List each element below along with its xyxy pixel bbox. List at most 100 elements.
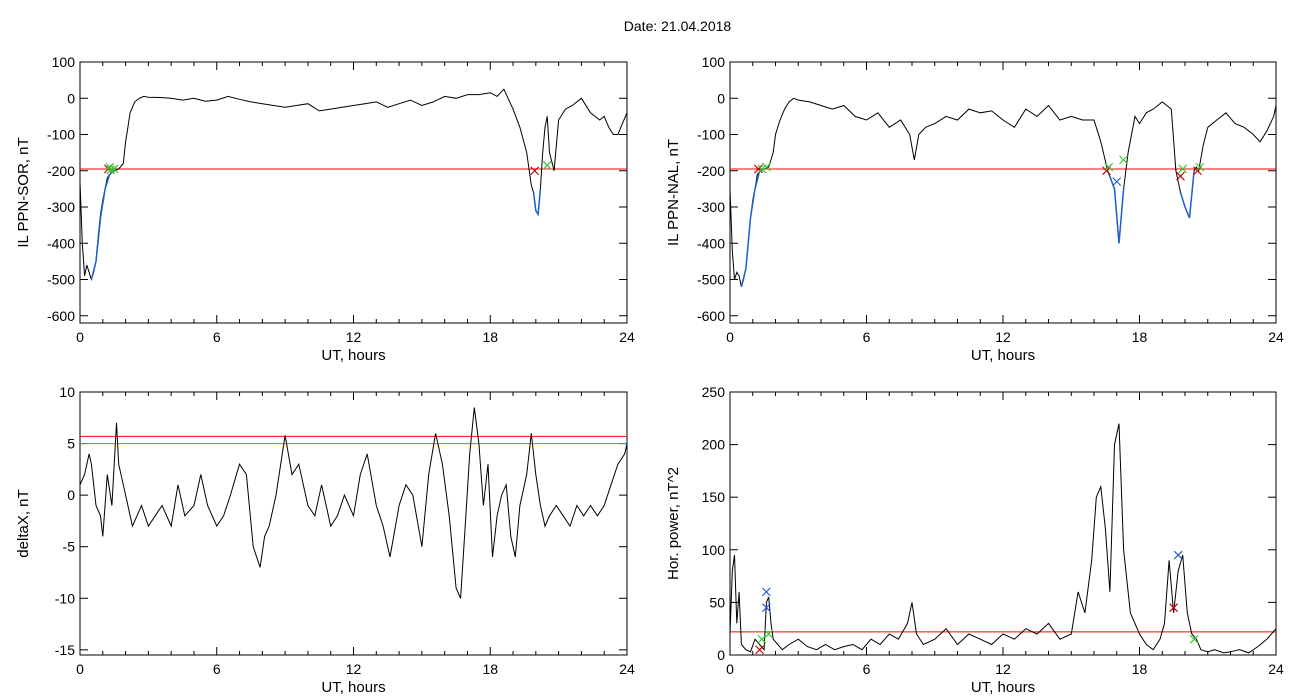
x-marker (764, 629, 774, 639)
x-tick-label: 0 (76, 661, 84, 677)
x-tick-label: 12 (346, 661, 362, 677)
x-marker (1112, 177, 1122, 187)
y-tick-label: -300 (47, 199, 75, 215)
y-tick-label: 10 (59, 384, 75, 400)
highlight-segment (1106, 170, 1125, 244)
x-marker (1176, 171, 1185, 181)
y-tick-label: -200 (697, 163, 725, 179)
x-tick-label: 24 (1268, 329, 1284, 345)
x-tick-label: 18 (482, 329, 498, 345)
y-axis-label: IL PPN-NAL, nT (665, 139, 682, 246)
x-axis-label: UT, hours (321, 347, 385, 364)
x-marker (754, 164, 763, 174)
chart-sor: 0 6 12 18 24 100 0 -100 -200 -300 -400 -500 -600 UT, … (15, 54, 635, 364)
x-marker (761, 603, 771, 613)
plot-frame (79, 391, 628, 656)
highlight-segment (740, 168, 765, 287)
y-tick-label: -200 (47, 163, 75, 179)
series-line (730, 97, 1276, 287)
plot-frame (729, 61, 1277, 324)
y-tick-label: -5 (63, 539, 76, 555)
x-tick-label: 6 (213, 329, 221, 345)
y-tick-label: 50 (709, 594, 725, 610)
chart-date-title: Date: 21.04.2018 (623, 18, 732, 34)
x-axis-label: UT, hours (971, 679, 1035, 696)
x-marker (761, 162, 771, 172)
y-tick-label: -600 (697, 308, 725, 324)
plot-area (80, 407, 627, 599)
plot-area (730, 97, 1276, 287)
y-axis-label: deltaX, nT (15, 489, 32, 557)
x-tick-label: 24 (619, 329, 635, 345)
y-tick-label: -100 (47, 127, 75, 143)
y-tick-label: 0 (717, 647, 725, 663)
y-tick-label: -100 (697, 127, 725, 143)
y-tick-label: -500 (47, 272, 75, 288)
x-marker (530, 166, 540, 176)
x-tick-label: 24 (1268, 661, 1284, 677)
series-line (730, 423, 1276, 654)
x-marker (105, 162, 115, 172)
y-tick-label: -500 (697, 272, 725, 288)
x-tick-label: 12 (995, 661, 1011, 677)
highlight-segment (1179, 170, 1195, 219)
y-axis-label: IL PPN-SOR, nT (15, 137, 32, 247)
x-tick-label: 18 (1132, 329, 1148, 345)
x-marker (757, 634, 767, 644)
plot-area (730, 423, 1276, 655)
y-tick-label: 0 (717, 90, 725, 106)
y-tick-label: -10 (55, 590, 75, 606)
plot-area (80, 88, 627, 282)
x-marker (755, 645, 764, 655)
y-tick-label: -400 (697, 235, 725, 251)
x-marker (1195, 162, 1205, 172)
plot-frame (729, 391, 1277, 656)
x-marker (109, 164, 119, 174)
highlight-segment (90, 170, 115, 280)
x-marker (542, 160, 552, 170)
x-marker (761, 587, 771, 597)
x-marker (1178, 164, 1188, 174)
x-tick-label: 0 (726, 329, 734, 345)
x-tick-label: 6 (863, 661, 871, 677)
y-tick-label: 100 (52, 54, 76, 70)
y-tick-label: 0 (67, 90, 75, 106)
y-axis-label: Hor. power, nT^2 (665, 467, 682, 580)
x-marker (1173, 550, 1183, 560)
x-tick-label: 0 (726, 661, 734, 677)
x-marker (1104, 162, 1114, 172)
x-tick-label: 6 (863, 329, 871, 345)
x-axis-label: UT, hours (321, 679, 385, 696)
y-tick-label: 5 (67, 436, 75, 452)
x-tick-label: 12 (995, 329, 1011, 345)
y-tick-label: 250 (702, 384, 726, 400)
x-axis-label: UT, hours (971, 347, 1035, 364)
x-tick-label: 12 (346, 329, 362, 345)
x-tick-label: 24 (619, 661, 635, 677)
x-tick-label: 0 (76, 329, 84, 345)
y-tick-label: 200 (702, 437, 726, 453)
x-marker (1169, 603, 1179, 613)
y-tick-label: 100 (702, 542, 726, 558)
plot-frame (79, 61, 628, 324)
x-marker (1119, 155, 1128, 165)
x-marker (757, 164, 767, 174)
series-line (80, 88, 627, 282)
chart-deltax: 0 6 12 18 24 10 5 0 -5 -10 -15 UT, hours deltaX, nT (15, 384, 635, 696)
y-tick-label: 0 (67, 487, 75, 503)
y-tick-label: -15 (55, 642, 75, 658)
x-tick-label: 18 (482, 661, 498, 677)
series-line (80, 407, 627, 599)
y-tick-label: 150 (702, 489, 726, 505)
x-marker (1189, 634, 1199, 644)
y-tick-label: -600 (47, 308, 75, 324)
highlight-segment (532, 188, 542, 217)
y-tick-label: -400 (47, 235, 75, 251)
x-tick-label: 18 (1132, 661, 1148, 677)
y-tick-label: 100 (702, 54, 726, 70)
chart-nal: 0 6 12 18 24 100 0 -100 -200 -300 -400 -500 -600 UT, … (665, 54, 1284, 364)
y-tick-label: -300 (697, 199, 725, 215)
chart-hpower: 0 6 12 18 24 250 200 150 100 50 0 UT, hours Hor. pow… (665, 384, 1284, 696)
x-tick-label: 6 (213, 661, 221, 677)
